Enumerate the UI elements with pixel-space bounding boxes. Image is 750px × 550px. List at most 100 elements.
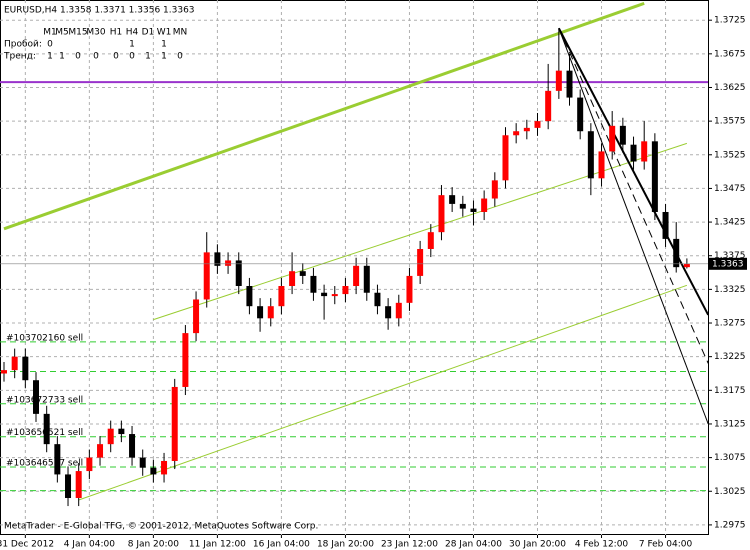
candle-body xyxy=(129,434,136,458)
candle-body xyxy=(65,474,72,498)
trendline xyxy=(557,27,708,316)
indicator-value: 1 xyxy=(129,40,135,50)
candle-body xyxy=(577,97,584,132)
level-label: #103646517 sell xyxy=(6,459,83,469)
candle-body xyxy=(534,121,541,128)
indicator-column: MN xyxy=(173,28,188,38)
candle-body xyxy=(651,141,658,212)
indicator-column: M15 xyxy=(68,28,87,38)
trendline xyxy=(558,28,708,364)
candle-body xyxy=(406,275,413,303)
indicator-value: 1 xyxy=(145,52,151,62)
indicator-value: 1 xyxy=(161,52,167,62)
candle-body xyxy=(555,70,562,91)
candle-body xyxy=(342,286,349,295)
trendline xyxy=(558,28,708,425)
y-tick-label: 1.3475 xyxy=(714,184,746,194)
candle-body xyxy=(267,306,274,319)
x-tick-label: 4 Feb 12:00 xyxy=(575,540,629,550)
candle-body xyxy=(353,265,360,287)
x-tick-label: 7 Feb 04:00 xyxy=(639,540,693,550)
candle-body xyxy=(395,302,402,319)
y-tick-label: 1.3425 xyxy=(714,218,746,228)
candle-body xyxy=(225,260,232,266)
candle-body xyxy=(139,457,146,468)
candle-body xyxy=(374,292,381,307)
candle-body xyxy=(513,131,520,136)
x-tick-label: 31 Dec 2012 xyxy=(0,540,54,550)
indicator-column: H1 xyxy=(110,28,123,38)
last-price-label: 1.3363 xyxy=(712,259,744,269)
indicator-value: 0 xyxy=(113,52,119,62)
candle-body xyxy=(449,195,456,204)
candle-body xyxy=(193,299,200,334)
x-tick-label: 23 Jan 12:00 xyxy=(381,540,438,550)
candle-body xyxy=(278,286,285,307)
y-tick-label: 1.3075 xyxy=(714,453,746,463)
y-tick-label: 1.3725 xyxy=(714,16,746,26)
candle-body xyxy=(22,356,29,381)
axis: 1.2975 1.3025 1.3075 1.3125 1.3175 1.3225 1.32… xyxy=(0,16,747,550)
indicator-column: W1 xyxy=(157,28,172,38)
candle-body xyxy=(75,471,82,498)
candle-body xyxy=(630,144,637,162)
candle-body xyxy=(289,271,296,287)
candle-body xyxy=(662,211,669,239)
candle-body xyxy=(299,271,306,276)
candle-body xyxy=(150,467,157,475)
candle-body xyxy=(54,444,61,475)
candle-body xyxy=(491,180,498,199)
candle-body xyxy=(385,306,392,319)
candle-body xyxy=(427,232,434,249)
indicator-column: H4 xyxy=(126,28,139,38)
x-tick-label: 18 Jan 20:00 xyxy=(317,540,374,550)
candle-body xyxy=(545,90,552,122)
candle-body xyxy=(182,333,189,387)
candle-body xyxy=(470,208,477,212)
candles xyxy=(1,28,690,507)
indicator-value: 0 xyxy=(47,40,53,50)
candle-body xyxy=(203,252,210,300)
y-tick-label: 1.2975 xyxy=(714,520,746,530)
x-tick-label: 8 Jan 20:00 xyxy=(128,540,180,550)
trendlines xyxy=(3,1,708,501)
candle-body xyxy=(321,292,328,297)
candle-body xyxy=(683,263,690,268)
y-tick-label: 1.3375 xyxy=(714,251,746,261)
indicator-row-label: Пробой: xyxy=(4,40,42,50)
candle-body xyxy=(587,131,594,179)
candle-body xyxy=(118,428,125,435)
y-tick-label: 1.3675 xyxy=(714,49,746,59)
candle-body xyxy=(11,356,18,371)
indicator-value: 1 xyxy=(59,52,65,62)
indicator-column: M1 xyxy=(43,28,57,38)
indicator-column: D1 xyxy=(142,28,155,38)
candle-body xyxy=(1,370,7,374)
candle-body xyxy=(161,460,168,475)
y-tick-label: 1.3625 xyxy=(714,83,746,93)
y-tick-label: 1.3025 xyxy=(714,487,746,497)
indicator-value: 0 xyxy=(129,52,135,62)
y-tick-label: 1.3525 xyxy=(714,150,746,160)
y-tick-label: 1.3175 xyxy=(714,386,746,396)
candle-body xyxy=(438,195,445,233)
candle-body xyxy=(363,265,370,293)
candle-body xyxy=(566,70,573,98)
indicator-value: 0 xyxy=(93,52,99,62)
y-tick-label: 1.3125 xyxy=(714,419,746,429)
candle-body xyxy=(502,135,509,181)
candle-body xyxy=(86,457,93,472)
y-tick-label: 1.3575 xyxy=(714,117,746,127)
level-label: #103672733 sell xyxy=(6,395,83,405)
x-tick-label: 11 Jan 12:00 xyxy=(189,540,246,550)
candle-body xyxy=(598,151,605,179)
last-price-box xyxy=(709,257,747,270)
candle-body xyxy=(235,260,242,287)
footer: MetaTrader - E-Global TFG, © 2001-2012, … xyxy=(4,522,318,532)
candle-body xyxy=(641,141,648,162)
indicator-value: 1 xyxy=(47,52,53,62)
x-tick-label: 30 Jan 20:00 xyxy=(509,540,566,550)
candle-body xyxy=(257,306,264,319)
candle-body xyxy=(43,413,50,445)
candle-body xyxy=(609,125,616,152)
